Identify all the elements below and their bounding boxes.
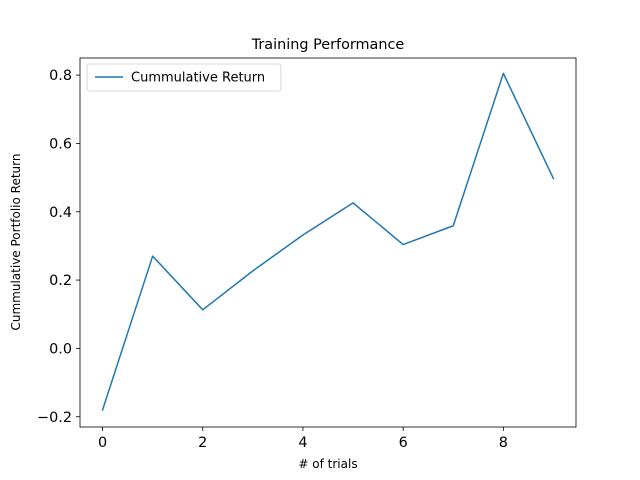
plot-frame bbox=[79, 57, 577, 428]
legend-label-cummulative-return: Cummulative Return bbox=[131, 71, 265, 86]
data-point bbox=[250, 268, 255, 273]
y-tick-label: 0.4 bbox=[49, 205, 72, 221]
x-tick-label: 4 bbox=[298, 435, 307, 451]
data-point bbox=[100, 407, 105, 412]
data-point bbox=[451, 223, 456, 228]
data-point bbox=[551, 176, 556, 181]
data-point bbox=[200, 307, 205, 312]
x-tick-label: 0 bbox=[98, 435, 107, 451]
x-axis-ticks: 0 2 4 6 8 bbox=[98, 427, 508, 451]
y-tick-label: 0.6 bbox=[49, 136, 72, 152]
y-tick-label: −0.2 bbox=[37, 410, 72, 426]
y-axis-ticks: −0.2 0.0 0.2 0.4 0.6 0.8 bbox=[37, 68, 80, 426]
series-line-0 bbox=[101, 72, 555, 411]
data-point bbox=[300, 232, 305, 237]
y-tick-label: 0.0 bbox=[49, 341, 72, 357]
x-axis-label: # of trials bbox=[298, 457, 357, 471]
y-tick-label: 0.8 bbox=[49, 68, 72, 84]
data-point bbox=[351, 200, 356, 205]
x-tick-label: 8 bbox=[499, 435, 508, 451]
series-layer bbox=[100, 71, 556, 412]
data-point bbox=[401, 242, 406, 247]
plot-area bbox=[80, 58, 576, 427]
chart-title: Training Performance bbox=[251, 37, 405, 53]
data-point bbox=[150, 254, 155, 259]
x-tick-label: 2 bbox=[198, 435, 207, 451]
y-axis-label: Cummulative Portfolio Return bbox=[9, 154, 23, 331]
y-tick-label: 0.2 bbox=[49, 273, 72, 289]
x-tick-label: 6 bbox=[399, 435, 408, 451]
legend: Cummulative Return bbox=[86, 63, 282, 92]
legend-frame bbox=[86, 63, 282, 92]
data-point bbox=[501, 71, 506, 76]
